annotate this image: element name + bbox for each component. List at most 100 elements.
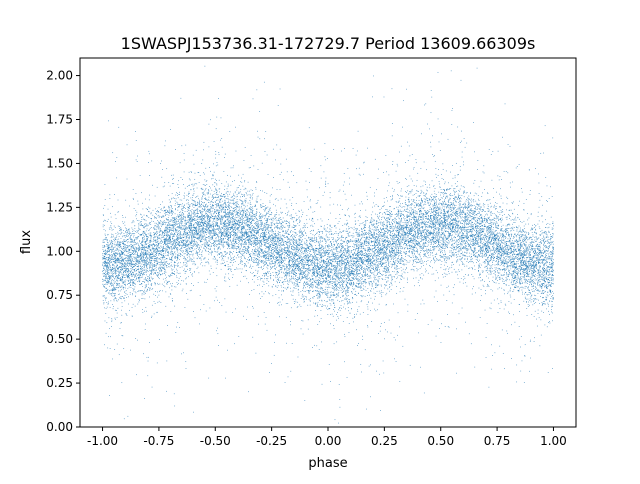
data-point [141,257,142,259]
data-point [405,227,406,229]
data-point [537,283,539,285]
data-point [399,228,400,230]
data-point [532,235,534,237]
data-point [110,271,112,273]
data-point [394,253,396,255]
data-point [161,250,163,251]
data-point [286,277,288,279]
data-point [151,218,152,219]
data-point [486,241,488,242]
data-point [243,246,245,248]
data-point [163,255,164,257]
data-point [291,226,293,228]
data-point [157,221,159,223]
data-point [305,287,306,289]
data-point [241,246,242,248]
data-point [527,249,528,251]
data-point [284,254,285,256]
data-point [220,223,221,225]
data-point [319,304,321,305]
data-point [493,299,495,301]
data-point [472,228,473,230]
data-point [518,259,520,261]
data-point [108,276,109,278]
data-point [118,274,119,275]
data-point [341,280,343,282]
data-point [415,216,416,218]
data-point [122,242,124,244]
data-point [464,146,466,148]
data-point [120,279,122,281]
data-point [387,190,388,192]
data-point [159,283,161,285]
data-point [443,227,445,229]
data-point [143,254,144,255]
data-point [337,261,338,262]
data-point [402,227,403,229]
data-point [448,290,450,292]
data-point [117,233,119,235]
data-point [552,274,554,276]
data-point [424,234,425,236]
data-point [340,273,342,274]
data-point [403,237,405,239]
data-point [544,274,545,276]
data-point [290,230,292,231]
data-point [175,243,177,245]
data-point [169,229,170,230]
data-point [293,242,294,244]
data-point [206,227,208,228]
data-point [361,300,363,302]
data-point [535,258,537,259]
data-point [373,248,374,249]
data-point [105,278,107,280]
data-point [419,211,421,212]
data-point [382,228,383,229]
data-point [549,277,550,278]
data-point [334,233,336,234]
data-point [142,216,143,218]
data-point [241,193,242,195]
data-point [416,205,418,207]
data-point [251,243,253,245]
data-point [245,217,247,219]
data-point [348,246,350,247]
data-point [470,236,471,238]
data-point [168,207,170,209]
data-point [470,343,472,345]
data-point [543,264,545,265]
data-point [455,162,457,164]
data-point [487,214,488,216]
data-point [428,242,429,244]
data-point [139,281,141,283]
data-point [113,299,115,300]
data-point [187,253,189,255]
data-point [125,313,127,314]
data-point [325,305,326,307]
data-point [147,280,149,282]
data-point [394,258,396,260]
data-point [495,218,497,220]
data-point [278,232,280,233]
data-point [517,257,519,258]
data-point [335,278,337,280]
data-point [474,192,476,194]
data-point [527,257,529,258]
data-point [133,279,135,280]
data-point [174,267,175,269]
data-point [545,299,547,301]
data-point [466,216,467,218]
data-point [493,238,495,240]
data-point [514,278,516,280]
data-point [334,285,336,286]
data-point [256,218,257,219]
data-point [327,270,328,271]
data-point [151,260,152,261]
data-point [284,244,285,246]
data-point [239,238,240,239]
data-point [137,268,139,270]
data-point [428,235,429,237]
data-point [503,234,504,236]
data-point [203,172,204,174]
data-point [537,280,539,282]
